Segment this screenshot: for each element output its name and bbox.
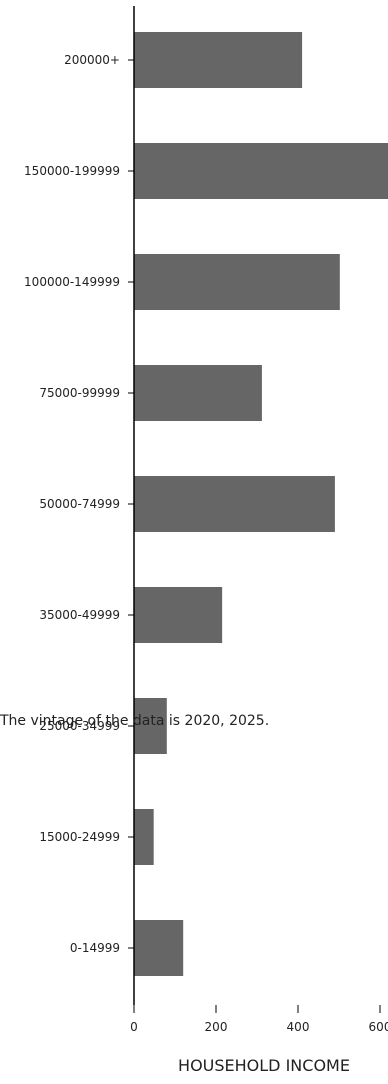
x-tick-label: 200: [205, 1020, 228, 1034]
x-tick-label: 0: [130, 1020, 138, 1034]
y-tick-label: 0-14999: [70, 941, 120, 955]
bar-50000-74999: [134, 476, 335, 532]
x-axis-title: HOUSEHOLD INCOME: [178, 1056, 350, 1075]
bars: [134, 32, 388, 976]
bar-35000-49999: [134, 587, 223, 643]
x-tick-label: 400: [287, 1020, 310, 1034]
bar-0-14999: [134, 920, 184, 976]
bar-75000-99999: [134, 365, 262, 421]
bar-25000-34999: [134, 698, 167, 754]
bar-15000-24999: [134, 809, 154, 865]
y-tick-label: 100000-149999: [24, 275, 120, 289]
y-tick-label: 25000-34999: [39, 719, 120, 733]
annotation-text: The vintage of the data is 2020, 2025.: [0, 713, 269, 729]
bar-150000-199999: [134, 143, 388, 199]
y-axis-tick-labels: 200000+ 150000-199999 100000-149999 75000-9…: [24, 53, 120, 955]
y-tick-label: 35000-49999: [39, 608, 120, 622]
bar-100000-149999: [134, 254, 340, 310]
y-axis-ticks: [128, 59, 134, 949]
bar-200000+: [134, 32, 303, 88]
x-tick-label: 600: [369, 1020, 388, 1034]
y-tick-label: 50000-74999: [39, 497, 120, 511]
y-tick-label: 200000+: [64, 53, 120, 67]
y-tick-label: 75000-99999: [39, 386, 120, 400]
y-tick-label: 15000-24999: [39, 830, 120, 844]
x-axis-ticks: 0 200 400 600: [130, 1005, 388, 1034]
y-tick-label: 150000-199999: [24, 164, 120, 178]
